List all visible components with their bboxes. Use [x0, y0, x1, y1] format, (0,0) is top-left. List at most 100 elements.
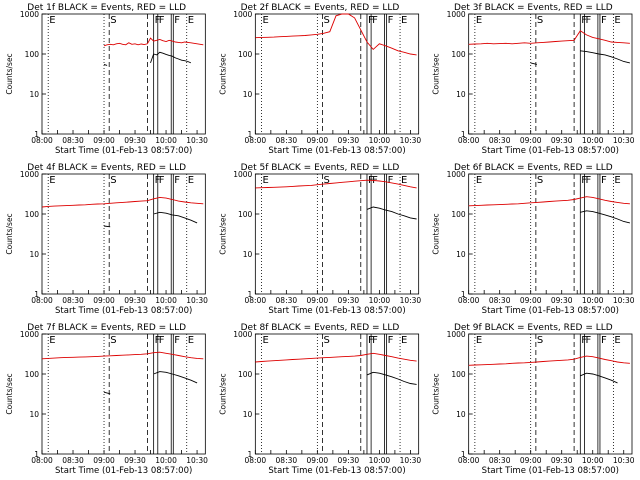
event-marker-label: E [188, 335, 194, 346]
y-tick-label: 1000 [233, 330, 252, 339]
event-marker-label: E [188, 15, 194, 26]
y-tick-label: 1000 [20, 10, 39, 19]
y-tick-label: 1 [461, 130, 466, 139]
event-marker-label: F [159, 175, 165, 186]
x-tick-label: 08:30 [62, 296, 84, 305]
x-tick-label: 09:00 [307, 136, 329, 145]
x-tick-label: 08:30 [276, 456, 298, 465]
y-axis-label: Counts/sec [5, 213, 14, 254]
y-tick-label: 1000 [20, 170, 39, 179]
x-tick-label: 09:30 [124, 456, 146, 465]
panel-title: Det 2f BLACK = Events, RED = LLD [241, 3, 400, 13]
x-tick-label: 09:30 [124, 136, 146, 145]
event-marker-label: F [372, 15, 378, 26]
x-axis-label: Start Time (01-Feb-13 08:57:00) [268, 146, 405, 156]
panel-9: Det 9f BLACK = Events, RED = LLDESFFFE11… [432, 323, 635, 476]
event-marker-label: F [601, 175, 607, 186]
x-tick-label: 08:00 [31, 296, 53, 305]
x-tick-label: 10:30 [400, 456, 422, 465]
x-tick-label: 08:00 [245, 296, 267, 305]
panel-title: Det 5f BLACK = Events, RED = LLD [241, 163, 400, 173]
series-events-line [530, 50, 630, 65]
panel-4: Det 4f BLACK = Events, RED = LLDESFFFE11… [5, 163, 208, 316]
y-tick-label: 100 [25, 210, 40, 219]
y-tick-label: 100 [25, 370, 40, 379]
series-lld-line [468, 196, 630, 207]
y-tick-label: 1000 [447, 170, 466, 179]
x-axis-label: Start Time (01-Feb-13 08:57:00) [268, 306, 405, 316]
x-tick-label: 09:00 [93, 296, 115, 305]
event-marker-label: S [110, 15, 116, 26]
panel-7: Det 7f BLACK = Events, RED = LLDESFFFE11… [5, 323, 208, 476]
x-tick-label: 08:30 [276, 136, 298, 145]
x-tick-label: 08:30 [276, 296, 298, 305]
x-tick-label: 08:00 [31, 136, 53, 145]
event-marker-label: S [324, 15, 330, 26]
y-tick-label: 1 [248, 130, 253, 139]
y-axis-label: Counts/sec [5, 53, 14, 94]
y-tick-label: 10 [29, 410, 39, 419]
y-tick-label: 100 [25, 50, 40, 59]
event-marker-label: S [537, 175, 543, 186]
series-events-line [580, 210, 630, 224]
event-marker-label: E [263, 175, 269, 186]
series-lld-line [255, 352, 417, 363]
panel-title: Det 3f BLACK = Events, RED = LLD [454, 3, 613, 13]
x-tick-label: 09:30 [338, 456, 360, 465]
y-tick-label: 10 [243, 250, 253, 259]
x-tick-label: 08:00 [458, 136, 480, 145]
event-marker-label: E [49, 335, 55, 346]
series-events-line [366, 206, 417, 220]
x-axis-label: Start Time (01-Feb-13 08:57:00) [482, 466, 619, 476]
y-axis-label: Counts/sec [432, 213, 441, 254]
x-tick-label: 09:30 [551, 296, 573, 305]
y-tick-label: 100 [451, 50, 466, 59]
x-tick-label: 08:30 [489, 296, 511, 305]
panel-title: Det 4f BLACK = Events, RED = LLD [27, 163, 186, 173]
panel-title: Det 8f BLACK = Events, RED = LLD [241, 323, 400, 333]
panel-5: Det 5f BLACK = Events, RED = LLDESFFFE11… [218, 163, 421, 316]
x-tick-label: 09:00 [520, 456, 542, 465]
event-marker-label: S [110, 335, 116, 346]
series-lld-line [255, 13, 417, 56]
series-events-line [103, 211, 198, 228]
event-marker-label: E [614, 15, 620, 26]
x-axis-label: Start Time (01-Feb-13 08:57:00) [55, 306, 192, 316]
event-marker-label: F [585, 175, 591, 186]
x-axis-label: Start Time (01-Feb-13 08:57:00) [55, 466, 192, 476]
event-marker-label: E [49, 15, 55, 26]
event-marker-label: F [388, 335, 394, 346]
y-tick-label: 100 [238, 50, 253, 59]
event-marker-label: E [263, 15, 269, 26]
y-tick-label: 1000 [233, 10, 252, 19]
x-tick-label: 10:00 [155, 456, 177, 465]
event-marker-label: E [49, 175, 55, 186]
plot-frame [468, 13, 633, 135]
event-marker-label: S [110, 175, 116, 186]
x-tick-label: 10:30 [186, 296, 208, 305]
x-tick-label: 08:30 [489, 456, 511, 465]
plot-frame [254, 333, 420, 455]
x-tick-label: 10:30 [186, 456, 208, 465]
x-tick-label: 09:30 [338, 136, 360, 145]
y-tick-label: 1 [461, 290, 466, 299]
x-tick-label: 10:30 [400, 296, 422, 305]
x-tick-label: 10:30 [613, 456, 635, 465]
series-events-line [103, 51, 192, 66]
y-axis-label: Counts/sec [432, 373, 441, 414]
y-tick-label: 1 [248, 290, 253, 299]
event-marker-label: E [188, 175, 194, 186]
plot-frame [41, 13, 206, 135]
panel-8: Det 8f BLACK = Events, RED = LLDESFFFE11… [218, 323, 421, 476]
y-tick-label: 100 [451, 210, 466, 219]
event-marker-label: E [476, 335, 482, 346]
x-tick-label: 08:00 [31, 456, 53, 465]
y-tick-label: 10 [29, 250, 39, 259]
x-axis-label: Start Time (01-Feb-13 08:57:00) [268, 466, 405, 476]
x-tick-label: 09:00 [93, 136, 115, 145]
event-marker-label: E [614, 175, 620, 186]
x-tick-label: 08:00 [245, 136, 267, 145]
x-tick-label: 09:00 [93, 456, 115, 465]
event-marker-label: F [174, 335, 180, 346]
